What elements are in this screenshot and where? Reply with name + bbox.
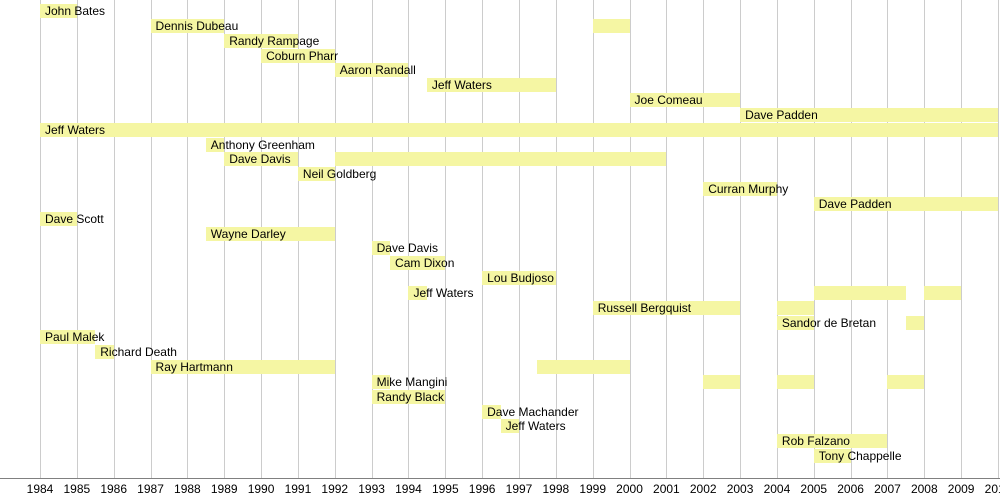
row-label: Dennis Dubeau: [154, 19, 239, 33]
x-tick-label: 1998: [542, 482, 569, 496]
row-label: Randy Rampage: [227, 34, 319, 48]
row-label: Joe Comeau: [633, 93, 703, 107]
timeline-bar: [906, 316, 924, 330]
timeline-bar: [335, 152, 667, 166]
timeline-bar: [703, 375, 740, 389]
x-tick-label: 1988: [174, 482, 201, 496]
row-label: Jeff Waters: [43, 123, 105, 137]
row-label: Jeff Waters: [504, 419, 566, 433]
gridline: [777, 0, 778, 478]
x-tick-label: 2004: [764, 482, 791, 496]
row-label: Richard Death: [98, 345, 177, 359]
row-label: Aaron Randall: [338, 63, 416, 77]
row-label: Rob Falzano: [780, 434, 850, 448]
gridline: [666, 0, 667, 478]
row-label: Anthony Greenham: [209, 138, 315, 152]
gridline: [630, 0, 631, 478]
gridline: [703, 0, 704, 478]
x-tick-label: 2007: [874, 482, 901, 496]
timeline-bar: [814, 286, 906, 300]
x-tick-label: 2003: [727, 482, 754, 496]
x-tick-label: 1990: [248, 482, 275, 496]
row-label: Russell Bergquist: [596, 301, 691, 315]
gridline: [998, 0, 999, 478]
x-tick-label: 1995: [432, 482, 459, 496]
x-tick-label: 1984: [27, 482, 54, 496]
x-tick-label: 1999: [579, 482, 606, 496]
row-label: Jeff Waters: [430, 78, 492, 92]
x-tick-label: 1996: [469, 482, 496, 496]
gridline: [593, 0, 594, 478]
x-tick-label: 2005: [800, 482, 827, 496]
gridline: [961, 0, 962, 478]
x-tick-label: 2002: [690, 482, 717, 496]
x-tick-label: 2008: [911, 482, 938, 496]
gridline: [187, 0, 188, 478]
gridline: [151, 0, 152, 478]
x-tick-label: 2010: [985, 482, 1000, 496]
gridline: [114, 0, 115, 478]
gridline: [740, 0, 741, 478]
row-label: Ray Hartmann: [154, 360, 233, 374]
row-label: Jeff Waters: [411, 286, 473, 300]
row-label: Coburn Pharr: [264, 49, 338, 63]
row-label: Dave Davis: [375, 241, 438, 255]
row-label: Dave Machander: [485, 405, 578, 419]
row-label: Cam Dixon: [393, 256, 454, 270]
x-tick-label: 2006: [837, 482, 864, 496]
row-label: Dave Padden: [817, 197, 892, 211]
x-tick-label: 2000: [616, 482, 643, 496]
row-label: Neil Goldberg: [301, 167, 376, 181]
x-tick-label: 1991: [285, 482, 312, 496]
gridline: [77, 0, 78, 478]
timeline-bar: [924, 286, 961, 300]
row-label: Sandor de Bretan: [780, 316, 876, 330]
x-tick-label: 1987: [137, 482, 164, 496]
x-tick-label: 1993: [358, 482, 385, 496]
timeline-bar: [777, 375, 814, 389]
x-tick-label: 2009: [948, 482, 975, 496]
x-tick-label: 1989: [211, 482, 238, 496]
x-tick-label: 2001: [653, 482, 680, 496]
timeline-bar: [537, 360, 629, 374]
row-label: Tony Chappelle: [817, 449, 902, 463]
gridline: [851, 0, 852, 478]
row-label: John Bates: [43, 4, 105, 18]
row-label: Dave Davis: [227, 152, 290, 166]
gridline: [40, 0, 41, 478]
row-label: Dave Padden: [743, 108, 818, 122]
timeline-chart: 1984 1985 1986 1987 1988 1989 1990 1991 1992 1993…: [0, 0, 1000, 500]
timeline-bar: [887, 375, 924, 389]
x-tick-label: 1992: [321, 482, 348, 496]
x-tick-label: 1986: [100, 482, 127, 496]
gridline: [445, 0, 446, 478]
x-tick-label: 1994: [395, 482, 422, 496]
row-label: Randy Black: [375, 390, 444, 404]
row-label: Lou Budjoso: [485, 271, 554, 285]
gridline: [814, 0, 815, 478]
row-label: Dave Scott: [43, 212, 104, 226]
timeline-bar: [40, 123, 998, 137]
x-tick-label: 1997: [506, 482, 533, 496]
row-label: Curran Murphy: [706, 182, 788, 196]
gridline: [924, 0, 925, 478]
row-label: Wayne Darley: [209, 227, 286, 241]
timeline-bar: [593, 19, 630, 33]
x-tick-label: 1985: [63, 482, 90, 496]
x-axis: [0, 478, 1000, 479]
timeline-bar: [777, 301, 814, 315]
row-label: Mike Mangini: [375, 375, 448, 389]
row-label: Paul Malek: [43, 330, 104, 344]
gridline: [887, 0, 888, 478]
